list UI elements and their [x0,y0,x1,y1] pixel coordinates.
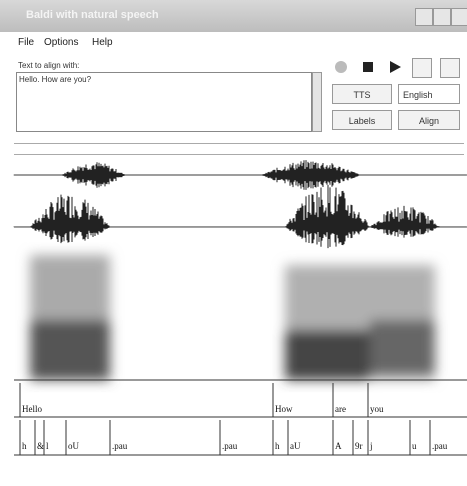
word-label: you [370,404,384,414]
phone-label: h [275,441,280,451]
word-label: Hello [22,404,42,414]
labels-button[interactable]: Labels [332,110,392,130]
menu-item[interactable]: Help [92,37,113,48]
spectrogram [30,255,435,380]
phone-label: j [369,441,373,451]
language-dropdown[interactable]: English [398,84,460,104]
word-label: How [275,404,293,414]
phone-label: oU [68,441,80,451]
blank-button[interactable] [412,58,432,78]
waveform [14,160,466,248]
menu-item[interactable]: Options [44,37,78,48]
phone-label: h [22,441,27,451]
close-button[interactable] [451,8,467,26]
phone-label: 9r [355,441,363,451]
phone-label: A [335,441,342,451]
phone-label: l [46,441,49,451]
waveform-trace [14,160,466,190]
stop-button[interactable] [363,62,373,72]
phone-label: aU [290,441,301,451]
word-label: are [335,404,346,414]
window-title: Baldi with natural speech [26,9,159,21]
record-button[interactable] [335,61,347,73]
play-icon [390,61,401,73]
scrollbar[interactable] [312,72,322,132]
phone-label: & [37,441,44,451]
waveform-trace [14,185,466,248]
app-window: Baldi with natural speech File Options H… [0,0,467,486]
align-button[interactable]: Align [398,110,460,130]
phone-label: u [412,441,417,451]
phone-label: .pau [432,441,448,451]
tts-button[interactable]: TTS [332,84,392,104]
play-button[interactable] [388,60,402,74]
menu-item[interactable]: File [18,37,34,48]
maximize-button[interactable] [433,8,451,26]
blank-button[interactable] [440,58,460,78]
horizontal-scrollbar[interactable] [14,143,464,155]
phone-label: .pau [222,441,238,451]
minimize-button[interactable] [415,8,433,26]
phone-label: .pau [112,441,128,451]
text-input[interactable]: Hello. How are you? [16,72,312,132]
text-label: Text to align with: [18,61,79,70]
